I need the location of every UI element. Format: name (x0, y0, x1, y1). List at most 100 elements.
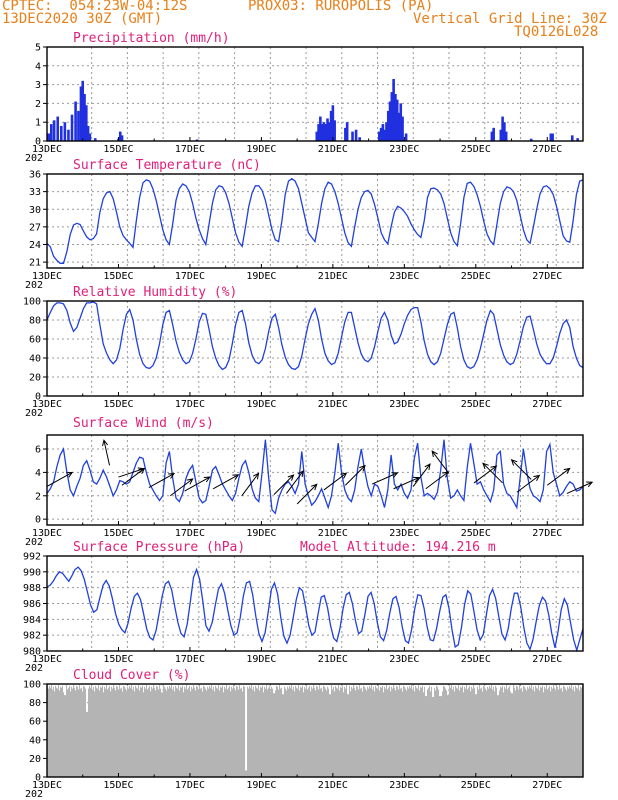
cloud-bar (370, 687, 372, 777)
cloud-bar (454, 691, 456, 777)
wind-xtick-label: 19DEC (246, 528, 276, 539)
cloud-bar (287, 686, 289, 777)
cloud-xtick-label: 25DEC (461, 780, 491, 791)
cloud-bar (571, 684, 573, 777)
wind-arrow-head (66, 471, 74, 478)
cloud-bar (67, 689, 69, 777)
precip-bar (86, 125, 90, 141)
precip-bar (386, 110, 390, 141)
cloud-bar (419, 690, 421, 777)
wind-arrow (566, 481, 593, 494)
cloud-bar (543, 692, 545, 777)
cloud-bar (148, 687, 150, 777)
cloud-bar (263, 692, 265, 777)
cloud-bar (376, 687, 378, 777)
cloud-bar (525, 688, 527, 777)
cloud-bar (509, 685, 511, 777)
precip-ytick-label: 3 (35, 80, 41, 91)
cloud-bar (112, 688, 114, 777)
cloud-bar (337, 688, 339, 777)
cloud-bar (371, 684, 373, 777)
cloud-bar (53, 686, 55, 777)
cloud-bar (302, 685, 304, 777)
cloud-bar (124, 686, 126, 777)
cloud-bar (520, 688, 522, 777)
cloud-bar (243, 685, 245, 777)
cloud-bar (491, 684, 493, 777)
cloud-bar (489, 685, 491, 777)
precip-ytick-label: 1 (35, 118, 41, 129)
cloud-bar (439, 696, 441, 777)
precip-bar (47, 133, 51, 141)
cloud-bar (495, 685, 497, 777)
rh-xtick-label: 21DEC (318, 399, 348, 410)
cloud-bar (550, 691, 552, 777)
rh-ytick-label: 40 (29, 354, 41, 365)
cloud-bar (191, 686, 193, 777)
cloud-bar (248, 688, 250, 777)
cloud-bar (528, 688, 530, 777)
cloud-bar (264, 686, 266, 777)
rh-xtick-label: 13DEC (32, 399, 62, 410)
cloud-bar (261, 687, 263, 777)
cloud-bar (493, 686, 495, 777)
cloud-bar (183, 692, 185, 777)
precip-bar (576, 138, 579, 141)
wind-arrow (546, 468, 570, 486)
cloud-bar (178, 684, 180, 777)
cloud-bar (128, 688, 130, 777)
precip-bar (317, 124, 320, 141)
wind-arrow-head (168, 473, 176, 479)
wind-arrow (473, 465, 497, 484)
cloud-bar (226, 684, 228, 777)
cloud-bar (213, 686, 215, 777)
cloud-bar (308, 687, 310, 777)
cloud-bar (136, 687, 138, 777)
cloud-bar (541, 687, 543, 777)
wind-arrow-head (203, 476, 211, 483)
cloud-bar (441, 696, 443, 777)
rh-ytick-label: 20 (29, 373, 41, 384)
cloud-bar (116, 685, 118, 777)
cloud-bar (312, 688, 314, 777)
cloud-bar (273, 693, 275, 777)
cloud-bar (231, 686, 233, 777)
cloud-bar (425, 696, 427, 777)
pres-xtick-label: 25DEC (461, 654, 491, 665)
cloud-bar (359, 684, 361, 777)
cloud-bar (573, 686, 575, 777)
cloud-bar (233, 684, 235, 777)
cloud-bar (298, 684, 300, 777)
precip-bar (358, 137, 361, 141)
cloud-bar (513, 684, 515, 777)
precip-bar (59, 125, 63, 141)
cloud-bar (251, 684, 253, 777)
cloud-bar (284, 686, 286, 777)
cloud-bar (214, 691, 216, 777)
pres-xtick-label: 21DEC (318, 654, 348, 665)
wind-arrow (148, 473, 175, 489)
cloud-bar (396, 685, 398, 777)
cloud-bar (274, 693, 276, 777)
cloud-bar (91, 684, 93, 777)
cloud-bar (448, 695, 450, 777)
cloud-bar (59, 690, 61, 777)
cloud-bar (408, 688, 410, 777)
cloud-bar (103, 692, 105, 777)
cloud-bar (399, 684, 401, 777)
cloud-bar (363, 685, 365, 777)
cloud-bar (435, 690, 437, 777)
cloud-bar (192, 688, 194, 777)
cloud-bar (538, 684, 540, 777)
cloud-bar (553, 684, 555, 777)
wind-arrow-head (297, 470, 304, 478)
cloud-bar (340, 686, 342, 777)
cloud-bar (432, 697, 434, 777)
cloud-bar (440, 696, 442, 777)
cloud-bar (228, 687, 230, 777)
cloud-bar (423, 692, 425, 777)
cloud-bar (486, 690, 488, 777)
cloud-bar (563, 685, 565, 777)
cloud-bar (334, 691, 336, 777)
